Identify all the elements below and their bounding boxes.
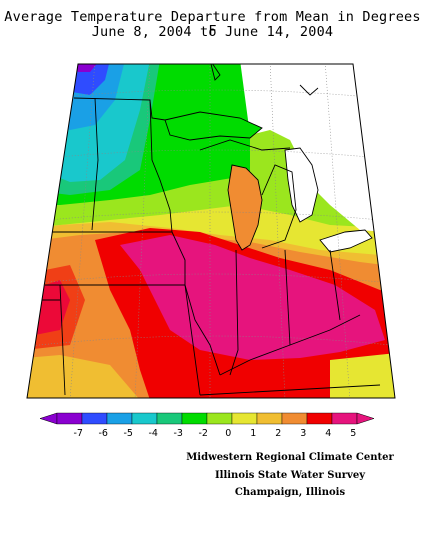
legend-box [306,412,333,425]
legend-box [106,412,133,425]
legend-tick-label: 5 [350,428,356,439]
legend-tick-label: 3 [300,428,306,439]
credit-location: Champaign, Illinois [234,487,346,498]
map-frame [26,63,396,399]
map-date-range: June 8, 2004 to June 14, 2004 [91,24,334,40]
legend-box [331,412,358,425]
legend-tick-label: -6 [99,428,108,439]
map-title: Average Temperature Departure from Mean … [4,9,421,39]
legend-tick-label: -2 [199,428,208,439]
legend-tick-label: 4 [325,428,331,439]
legend-box [256,412,283,425]
legend-box [131,412,158,425]
legend-tick-label: 0 [225,428,231,439]
legend-box [206,412,233,425]
legend-box [81,412,108,425]
legend-box [56,412,83,425]
credit-agency: Illinois State Water Survey [214,470,366,481]
legend-arrow-low [39,412,58,425]
legend-tick-label: -5 [124,428,133,439]
credit-organization: Midwestern Regional Climate Center [186,452,394,463]
legend-box [156,412,183,425]
lat-lon-grid [29,64,395,398]
legend-tick-label: 2 [275,428,281,439]
legend-box [231,412,258,425]
legend-tick-label: -4 [149,428,158,439]
legend-tick-labels: -7 -6 -5 -4 -3 -2 0 1 2 3 4 5 [74,428,357,439]
legend-tick-label: -3 [174,428,183,439]
legend-box [181,412,208,425]
legend-color-boxes [39,412,375,425]
legend-tick-label: -7 [74,428,83,439]
legend-tick-label: 1 [250,428,256,439]
state-boundaries [30,64,381,396]
legend-arrow-high [356,412,375,425]
legend-box [281,412,308,425]
